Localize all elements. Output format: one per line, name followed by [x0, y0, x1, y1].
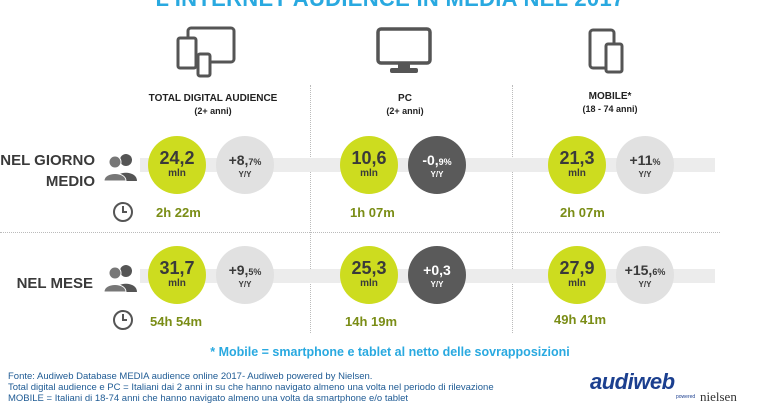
- definition-note: Total digital audience e PC = Italiani d…: [8, 382, 494, 393]
- audience-value-circle: 27,9 mln: [548, 246, 606, 304]
- row-label-giorno: NEL GIORNO MEDIO: [0, 150, 95, 192]
- row-label-mese: NEL MESE: [0, 273, 93, 294]
- audience-value: 10,6: [351, 148, 387, 168]
- yy-label: Y/Y: [238, 280, 252, 289]
- column-label: PC: [398, 93, 412, 104]
- change-value: +9,: [228, 262, 249, 278]
- time-spent: 2h 07m: [560, 205, 605, 220]
- audience-unit: mln: [168, 168, 186, 179]
- change-circle: +8,7% Y/Y: [216, 136, 274, 194]
- audience-value: 24,2: [159, 148, 195, 168]
- smartphone-tablet-icon: [588, 28, 624, 74]
- time-spent: 1h 07m: [350, 205, 395, 220]
- audience-value-circle: 10,6 mln: [340, 136, 398, 194]
- clock-icon: [113, 310, 133, 330]
- yy-label: Y/Y: [238, 170, 252, 179]
- people-icon: [103, 154, 137, 182]
- audiweb-logo: audiweb: [590, 369, 675, 394]
- audience-unit: mln: [168, 278, 186, 289]
- audience-unit: mln: [360, 168, 378, 179]
- column-header-pc: PC (2+ anni): [340, 93, 470, 117]
- audience-value: 27,9: [559, 258, 595, 278]
- multi-device-icon: [176, 26, 236, 78]
- row-label-line: NEL GIORNO: [0, 152, 95, 169]
- yy-label: Y/Y: [638, 170, 652, 179]
- audience-value: 25,3: [351, 258, 387, 278]
- change-value: -0,: [422, 152, 439, 168]
- column-label: TOTAL DIGITAL AUDIENCE: [148, 93, 278, 104]
- change-circle: +11% Y/Y: [616, 136, 674, 194]
- change-circle: +9,5% Y/Y: [216, 246, 274, 304]
- audience-value-circle: 21,3 mln: [548, 136, 606, 194]
- column-divider: [512, 85, 513, 333]
- change-value: +11: [629, 152, 653, 168]
- clock-icon: [113, 202, 133, 222]
- column-sublabel: (2+ anni): [194, 106, 232, 116]
- page-title: L'INTERNET AUDIENCE IN MEDIA NEL 2017: [0, 0, 780, 12]
- source-note: Fonte: Audiweb Database MEDIA audience o…: [8, 371, 373, 382]
- yy-label: Y/Y: [638, 280, 652, 289]
- definition-note: MOBILE = Italiani di 18-74 anni che hann…: [8, 393, 409, 404]
- mobile-note: * Mobile = smartphone e tablet al netto …: [210, 345, 570, 359]
- change-value-small: 5%: [248, 267, 262, 277]
- change-value-small: 7%: [248, 157, 262, 167]
- nielsen-logo: nielsen: [700, 389, 737, 404]
- time-spent: 14h 19m: [345, 314, 398, 329]
- row-label-line: MEDIO: [45, 173, 95, 190]
- yy-label: Y/Y: [430, 170, 444, 179]
- row-label-line: NEL MESE: [16, 275, 93, 292]
- time-spent: 2h 22m: [156, 205, 201, 220]
- column-header-mobile: MOBILE* (18 - 74 anni): [545, 91, 675, 115]
- change-circle: -0,9% Y/Y: [408, 136, 466, 194]
- audience-value: 31,7: [159, 258, 195, 278]
- row-divider: [0, 232, 720, 233]
- column-divider: [310, 85, 311, 333]
- audience-unit: mln: [568, 168, 586, 179]
- audience-value-circle: 24,2 mln: [148, 136, 206, 194]
- audience-unit: mln: [568, 278, 586, 289]
- change-value-small: 9%: [438, 157, 452, 167]
- change-circle: +0,3 Y/Y: [408, 246, 466, 304]
- change-value-small: %: [652, 157, 661, 167]
- change-value: +15,: [624, 262, 653, 278]
- column-sublabel: (18 - 74 anni): [582, 104, 638, 114]
- change-value: +0,3: [423, 262, 451, 278]
- time-spent: 54h 54m: [150, 314, 203, 329]
- column-label: MOBILE*: [588, 91, 632, 102]
- change-value: +8,: [228, 152, 249, 168]
- audience-value-circle: 25,3 mln: [340, 246, 398, 304]
- people-icon: [103, 265, 137, 293]
- monitor-icon: [376, 27, 432, 73]
- powered-label: powered: [676, 394, 696, 400]
- column-header-total: TOTAL DIGITAL AUDIENCE (2+ anni): [138, 93, 288, 117]
- time-spent: 49h 41m: [554, 312, 607, 327]
- audience-value: 21,3: [559, 148, 595, 168]
- yy-label: Y/Y: [430, 280, 444, 289]
- audience-unit: mln: [360, 278, 378, 289]
- change-circle: +15,6% Y/Y: [616, 246, 674, 304]
- column-sublabel: (2+ anni): [386, 106, 424, 116]
- audience-value-circle: 31,7 mln: [148, 246, 206, 304]
- change-value-small: 6%: [652, 267, 666, 277]
